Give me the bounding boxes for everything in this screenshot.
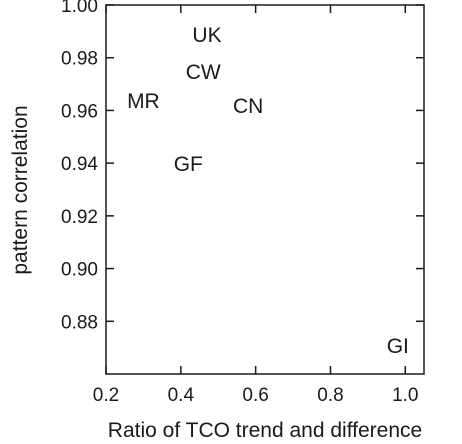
x-tick-label: 0.4 — [168, 385, 195, 406]
plot-frame — [105, 4, 425, 375]
x-tick-label: 0.2 — [93, 385, 119, 406]
point-label-mr: MR — [127, 90, 160, 113]
x-tick-label: 0.8 — [317, 385, 343, 406]
point-label-cn: CN — [233, 95, 263, 118]
point-label-gf: GF — [174, 153, 203, 176]
point-label-cw: CW — [186, 61, 221, 84]
x-tick-label: 0.6 — [242, 385, 268, 406]
y-tick-label: 0.96 — [61, 101, 98, 122]
x-axis-label: Ratio of TCO trend and difference — [108, 419, 422, 442]
y-axis-label: pattern correlation — [9, 105, 32, 274]
y-tick-label: 0.98 — [61, 49, 98, 70]
y-tick-label: 0.92 — [61, 207, 98, 228]
y-tick-label: 1.00 — [61, 0, 98, 17]
point-label-gi: GI — [387, 335, 409, 358]
point-label-uk: UK — [192, 24, 221, 47]
x-axis: 0.2 0.4 0.6 0.8 1.0 — [93, 5, 419, 406]
y-tick-label: 0.88 — [61, 312, 98, 333]
y-tick-label: 0.90 — [61, 260, 98, 281]
y-axis: 0.88 0.90 0.92 0.94 0.96 0.98 1.00 — [61, 0, 424, 333]
x-tick-label: 1.0 — [392, 385, 418, 406]
data-points: UK CW MR CN GF GI — [127, 24, 409, 358]
y-tick-label: 0.94 — [61, 154, 98, 175]
